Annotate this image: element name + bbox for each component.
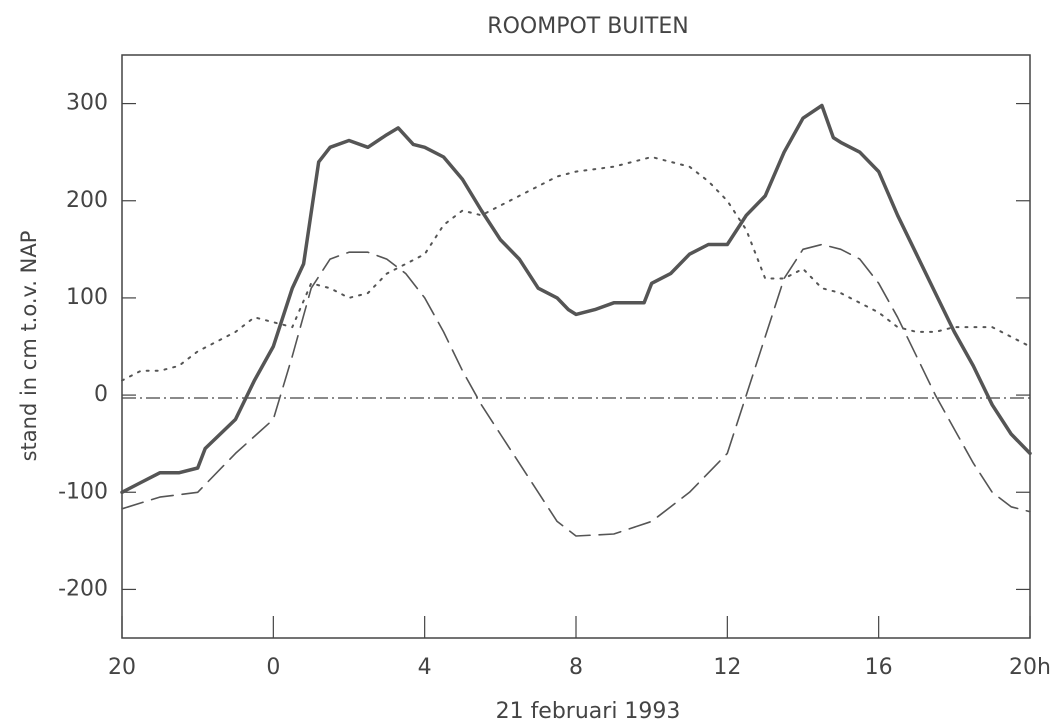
x-tick-label: 4 <box>418 655 432 680</box>
x-tick-label: 8 <box>569 655 583 680</box>
x-tick-label: 12 <box>713 655 741 680</box>
chart-title: ROOMPOT BUITEN <box>487 14 688 39</box>
series-line <box>121 243 1031 537</box>
x-tick-label: 20h <box>1009 655 1051 680</box>
y-tick-label: 100 <box>66 285 108 310</box>
x-tick-label: 0 <box>266 655 280 680</box>
x-axis-label: 21 februari 1993 <box>496 699 681 724</box>
x-tick-label: 20 <box>108 655 136 680</box>
y-tick-label: -100 <box>58 479 108 504</box>
y-tick-label: -200 <box>58 576 108 601</box>
y-tick-label: 200 <box>66 188 108 213</box>
x-tick-label: 16 <box>865 655 893 680</box>
series-line <box>121 156 1031 382</box>
y-tick-label: 300 <box>66 91 108 116</box>
series-line <box>120 103 1032 495</box>
plot-frame <box>121 54 1031 639</box>
y-axis-label: stand in cm t.o.v. NAP <box>17 231 41 462</box>
y-tick-label: 0 <box>94 382 108 407</box>
